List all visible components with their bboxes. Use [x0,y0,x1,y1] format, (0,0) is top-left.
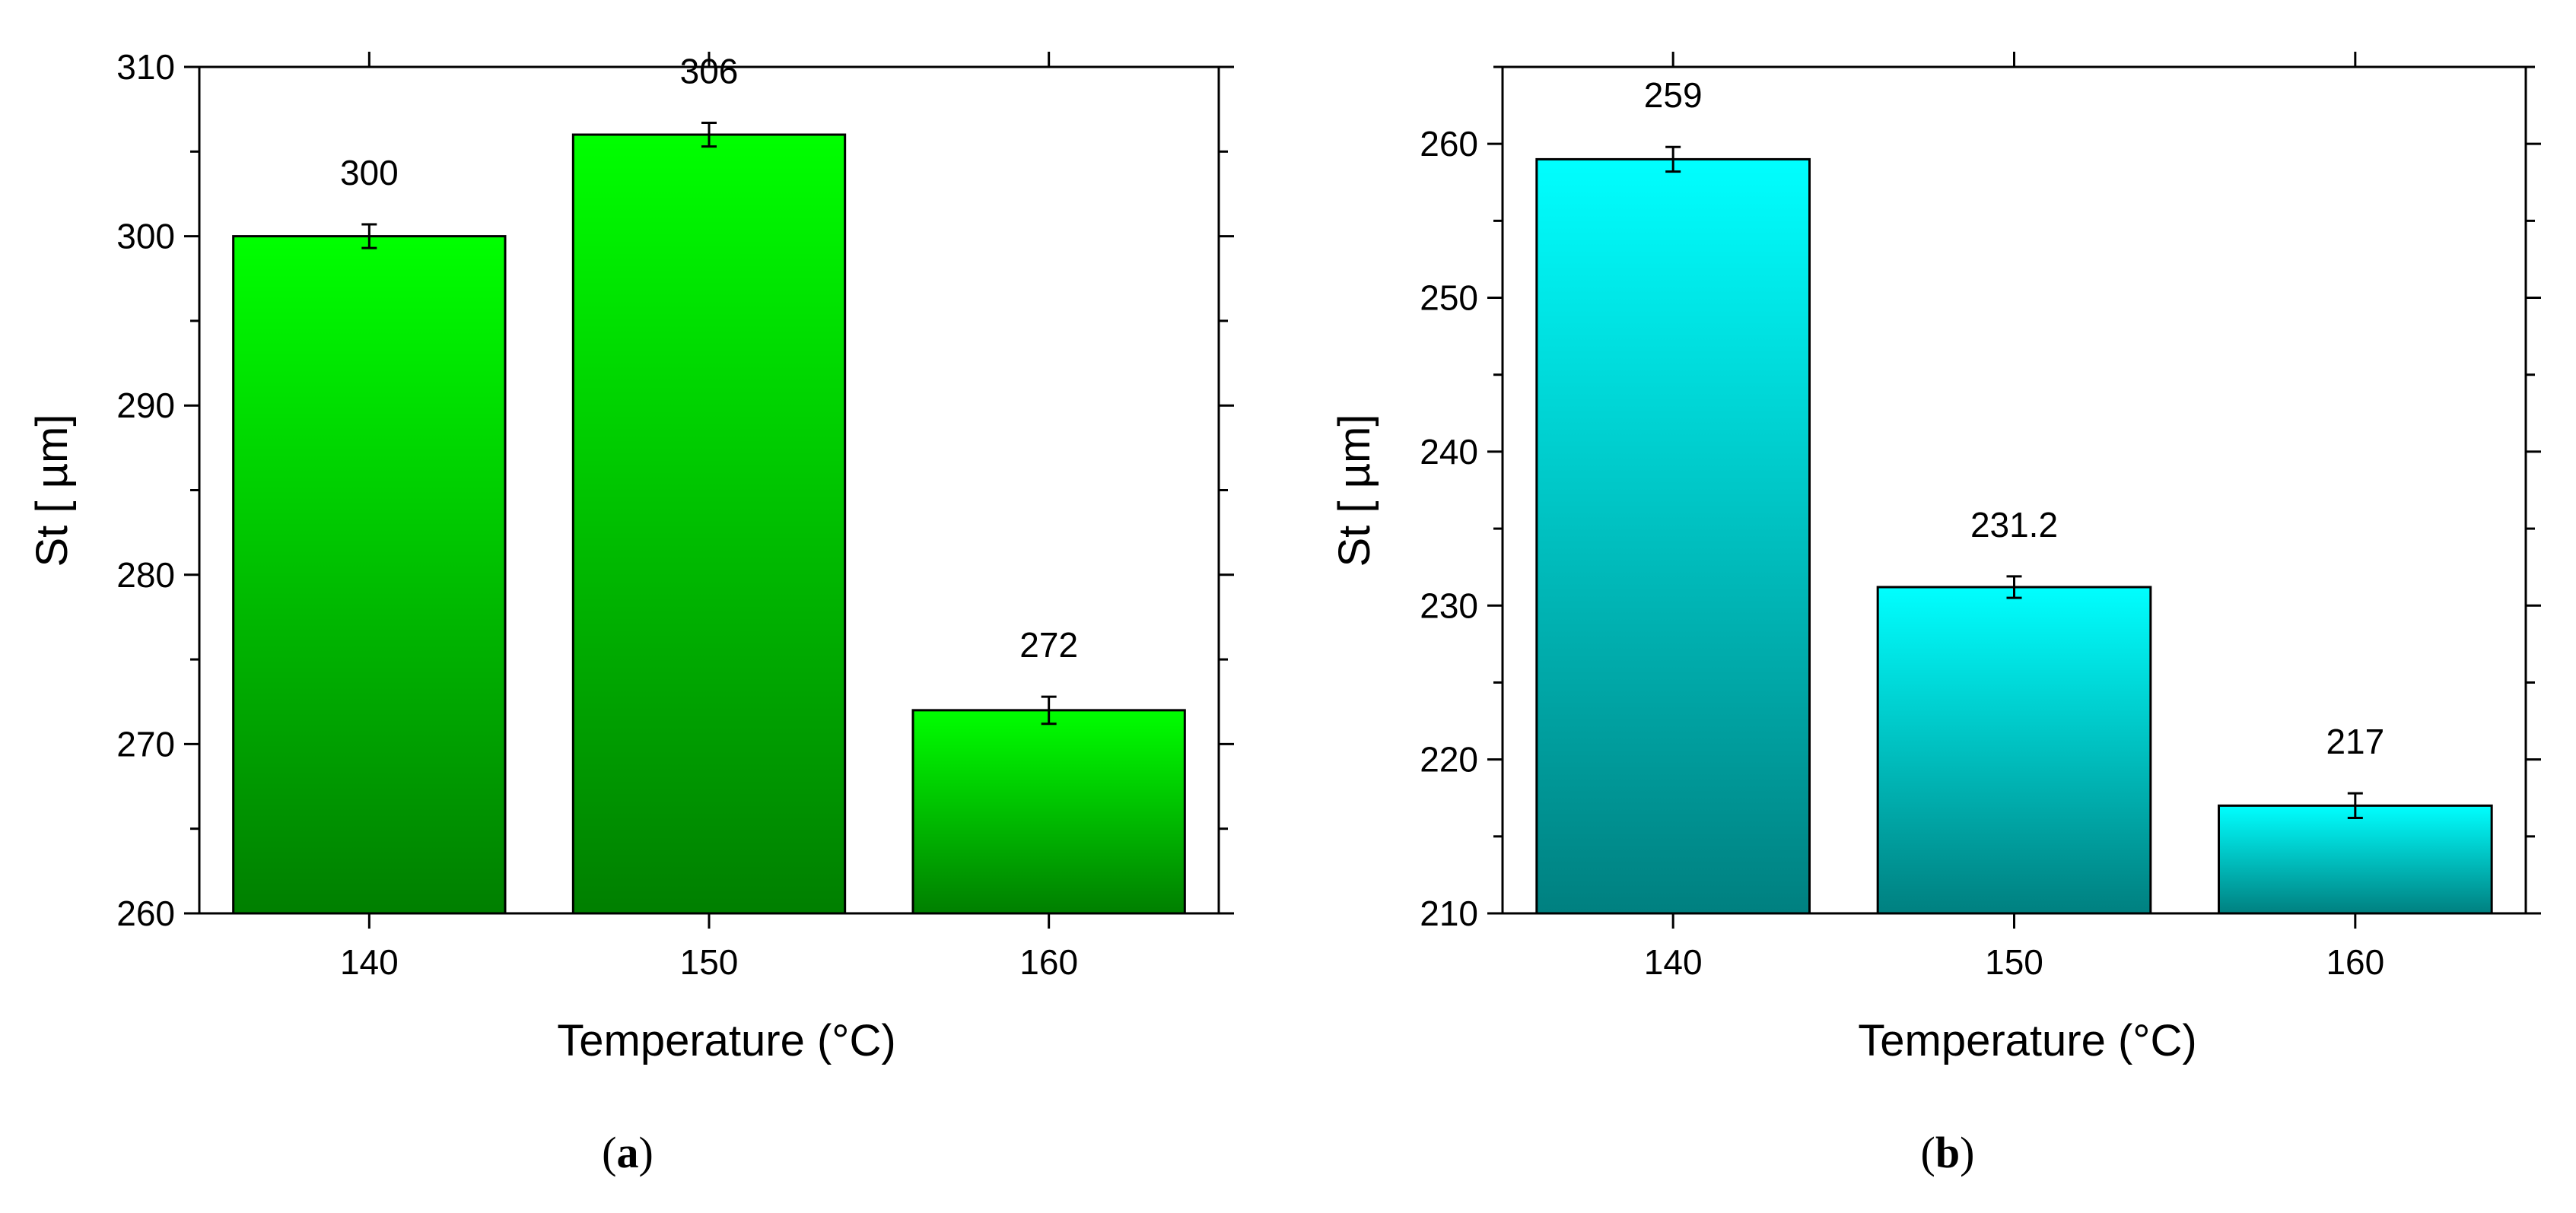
y-tick-label-b: 230 [1420,586,1478,625]
bar-b-140 [1535,157,1811,915]
x-tick-label-a: 140 [340,942,399,982]
x-axis-title-b: Temperature (°C) [1858,1016,2196,1065]
y-tick-label-a: 260 [116,894,175,933]
bar-a-150 [571,133,847,915]
data-label-a: 306 [680,51,739,90]
panel-a-marks: 260 270 280 290 300 310 140 300 150 306 160 272 [116,47,1234,982]
bar-a-160 [911,709,1186,915]
bar-a-140 [232,235,507,915]
chart-panel-a: 260 270 280 290 300 310 140 300 150 306 160 272 St … [27,47,1234,1177]
x-tick-label-b: 160 [2326,942,2384,982]
y-tick-label-a: 290 [116,386,175,425]
bar-b-160 [2218,804,2493,915]
y-tick-label-b: 250 [1420,278,1478,318]
data-label-b: 231.2 [1970,505,2058,545]
panel-b-marks: 210 220 230 240 250 260 140 259 150 231.2 160 217 [1420,52,2541,982]
y-tick-label-b: 260 [1420,124,1478,164]
data-label-a: 272 [1019,625,1078,665]
x-tick-label-a: 160 [1019,942,1078,982]
bar-b-150 [1876,586,2152,915]
caption-b: (b) [1921,1128,1975,1177]
y-tick-label-a: 270 [116,724,175,764]
x-tick-label-b: 140 [1644,942,1703,982]
y-tick-label-b: 220 [1420,740,1478,780]
x-axis-title-a: Temperature (°C) [557,1016,895,1065]
data-label-a: 300 [340,153,399,192]
y-axis-title-a: St [ µm] [27,414,77,567]
caption-a: (a) [602,1128,654,1177]
y-tick-label-a: 310 [116,47,175,87]
x-tick-label-a: 150 [680,942,739,982]
y-tick-label-a: 280 [116,555,175,595]
data-label-b: 259 [1644,75,1703,115]
y-tick-label-b: 240 [1420,432,1478,472]
y-tick-label-a: 300 [116,217,175,256]
y-tick-label-b: 210 [1420,894,1478,933]
chart-panel-b: 210 220 230 240 250 260 140 259 150 231.2 160 217 S… [1330,52,2541,1177]
data-label-b: 217 [2326,722,2384,761]
x-tick-label-b: 150 [1985,942,2043,982]
y-axis-title-b: St [ µm] [1330,414,1379,567]
